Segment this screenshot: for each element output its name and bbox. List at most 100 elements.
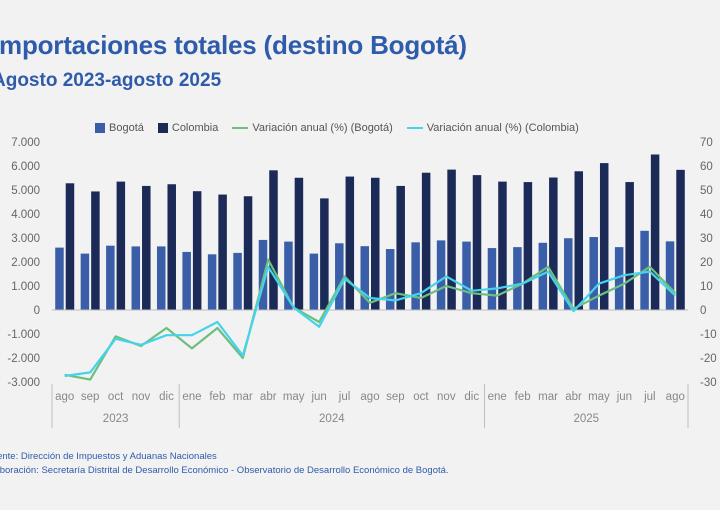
bar-bogota: [462, 241, 471, 310]
bar-bogota: [258, 239, 268, 310]
bar-colombia: [91, 191, 100, 310]
y-right-tick-label: -30: [700, 377, 717, 389]
y-right-tick-label: 30: [700, 233, 713, 245]
x-tick-label: ene: [488, 391, 507, 403]
x-tick-label: may: [588, 391, 610, 403]
legend-label-bogota: Bogotá: [109, 122, 144, 134]
x-tick-label: ene: [182, 391, 201, 403]
bar-bogota: [564, 238, 573, 310]
x-tick-label: dic: [159, 391, 174, 403]
legend-swatch-var-colombia: [406, 127, 423, 129]
bar-colombia: [396, 185, 405, 310]
elaboration-note: Elaboración: Secretaría Distrital de Des…: [0, 465, 449, 476]
y-right-tick-label: 50: [700, 185, 713, 197]
bar-bogota: [233, 252, 242, 310]
bar-bogota: [589, 237, 598, 310]
bar-colombia: [218, 194, 227, 310]
x-tick-label: feb: [209, 391, 225, 403]
bar-bogota: [335, 243, 344, 310]
bar-bogota: [513, 247, 522, 310]
bar-bogota: [385, 249, 395, 310]
bar-bogota: [411, 242, 420, 310]
chart-notes: Fuente: Dirección de Impuestos y Aduanas…: [0, 450, 449, 478]
x-tick-label: oct: [108, 391, 124, 403]
y-left-tick-label: 2.000: [11, 257, 40, 269]
bar-bogota: [665, 241, 675, 310]
legend-swatch-bogota: [95, 123, 105, 133]
y-left-tick-label: 7.000: [11, 137, 40, 149]
bar-colombia: [574, 171, 584, 310]
bar-colombia: [676, 169, 685, 310]
y-left-tick-label: 0: [34, 305, 40, 317]
bar-bogota: [131, 246, 141, 310]
bar-bogota: [55, 247, 64, 310]
bar-colombia: [345, 176, 355, 310]
year-label: 2024: [319, 413, 345, 425]
bar-colombia: [371, 177, 380, 310]
bar-bogota: [156, 246, 166, 310]
x-tick-label: sep: [81, 391, 100, 403]
chart-title: Importaciones totales (destino Bogotá): [0, 30, 467, 60]
y-right-tick-label: 20: [700, 257, 713, 269]
bar-colombia: [599, 163, 609, 310]
chart-subtitle: Agosto 2023-agosto 2025: [0, 70, 222, 91]
bar-bogota: [614, 247, 624, 310]
year-label: 2025: [573, 413, 599, 425]
bar-colombia: [625, 182, 634, 310]
x-tick-label: jun: [310, 391, 326, 403]
bar-colombia: [421, 172, 431, 310]
x-tick-label: ago: [666, 391, 685, 403]
bar-bogota: [309, 253, 319, 310]
x-tick-label: abr: [260, 391, 277, 403]
chart-plot: -3.000 -2.000 -1.000 0 1.000 2.000 3.000 4.000 5…: [7, 137, 717, 428]
bar-colombia: [523, 182, 533, 310]
legend-item-var-bogota: Variación anual (%) (Bogotá): [232, 122, 393, 134]
x-tick-label: mar: [538, 391, 558, 403]
x-tick-label: jun: [616, 391, 632, 403]
x-tick-label: mar: [233, 391, 253, 403]
bar-colombia: [320, 198, 329, 310]
bar-colombia: [167, 184, 176, 310]
x-tick-label: ago: [55, 391, 74, 403]
legend-label-colombia: Colombia: [171, 122, 219, 134]
y-right-tick-label: 60: [700, 161, 713, 173]
y-right-tick-label: -10: [700, 329, 717, 341]
bar-colombia: [549, 177, 558, 310]
y-left-tick-label: 6.000: [11, 161, 40, 173]
bar-colombia: [447, 169, 456, 310]
y-left-tick-label: 1.000: [11, 281, 40, 293]
bar-bogota: [182, 251, 191, 310]
y-right-tick-label: -20: [700, 353, 717, 365]
line-variacion-colombia: [64, 265, 677, 378]
line-variacion-bogota: [64, 258, 677, 381]
x-tick-label: dic: [464, 391, 479, 403]
bar-colombia: [294, 177, 304, 310]
y-left-tick-label: -2.000: [7, 353, 40, 365]
y-right-tick-label: 0: [700, 305, 706, 317]
bar-bogota: [207, 254, 217, 310]
x-tick-label: jul: [338, 391, 351, 403]
legend-label-var-colombia: Variación anual (%) (Colombia): [426, 122, 579, 134]
year-label: 2023: [103, 413, 129, 425]
x-tick-label: sep: [386, 391, 405, 403]
bar-colombia: [142, 185, 151, 310]
x-tick-label: may: [283, 391, 305, 403]
bar-colombia: [498, 181, 507, 310]
legend-swatch-colombia: [157, 123, 168, 133]
legend-item-colombia: Colombia: [157, 122, 219, 134]
bar-colombia: [65, 183, 75, 310]
bar-bogota: [284, 241, 293, 310]
y-right-tick-label: 40: [700, 209, 713, 221]
bar-bogota: [106, 245, 115, 310]
y-right-tick-label: 10: [700, 281, 713, 293]
x-tick-label: nov: [437, 391, 456, 403]
bar-colombia: [116, 181, 126, 310]
x-tick-label: jul: [643, 391, 656, 403]
y-left-tick-label: -1.000: [7, 329, 40, 341]
x-tick-label: feb: [515, 391, 531, 403]
bar-bogota: [436, 240, 446, 310]
y-left-tick-label: 3.000: [11, 233, 40, 245]
bar-colombia: [269, 170, 278, 310]
bar-colombia: [472, 175, 482, 310]
legend-label-var-bogota: Variación anual (%) (Bogotá): [252, 122, 393, 134]
